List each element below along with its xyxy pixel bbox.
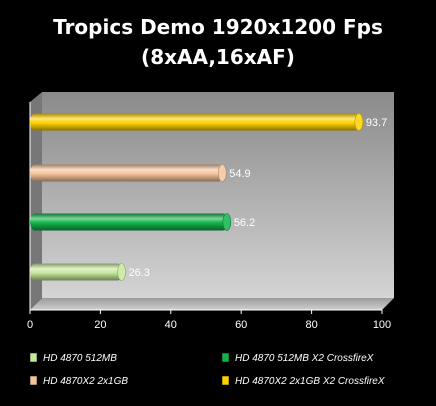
plot-side-wall (30, 92, 42, 310)
legend-swatch (221, 375, 230, 386)
plot-floor (30, 298, 394, 310)
bar-end-cap (354, 113, 364, 131)
bar-value-label: 93.7 (366, 117, 387, 129)
chart-title-line-1: Tropics Demo 1920x1200 Fps (53, 15, 383, 39)
bar-value-label: 54.9 (229, 168, 250, 180)
bar-end-cap (217, 164, 227, 182)
x-tick-label: 20 (94, 319, 106, 331)
legend-label: HD 4870X2 2x1GB X2 CrossfireX (235, 376, 385, 387)
x-tick-label: 0 (27, 319, 33, 331)
bar-end-cap (222, 213, 232, 231)
bar (30, 213, 228, 231)
bar (30, 263, 123, 281)
legend-swatch (29, 352, 38, 363)
legend: HD 4870 512MB HD 4870 512MB X2 CrossfireX… (29, 352, 385, 387)
bar-end-cap (117, 263, 126, 281)
legend-label: HD 4870 512MB (43, 353, 117, 364)
x-tick-label: 80 (305, 319, 317, 331)
x-axis-ticks: 0 20 40 60 80 100 (27, 310, 391, 331)
x-tick-label: 60 (235, 319, 247, 331)
x-tick-label: 40 (165, 319, 177, 331)
chart-title-line-2: (8xAA,16xAF) (141, 45, 295, 69)
bar (30, 164, 224, 182)
legend-label: HD 4870X2 2x1GB (43, 376, 128, 387)
x-tick-label: 100 (373, 319, 391, 331)
bar (30, 113, 360, 131)
bar-value-label: 26.3 (129, 267, 150, 279)
legend-swatch (29, 375, 38, 386)
bar-value-label: 56.2 (234, 217, 255, 229)
legend-label: HD 4870 512MB X2 CrossfireX (235, 353, 374, 364)
legend-swatch (221, 352, 230, 363)
bars-group: 93.7 54.9 56.2 26.3 (30, 113, 387, 281)
